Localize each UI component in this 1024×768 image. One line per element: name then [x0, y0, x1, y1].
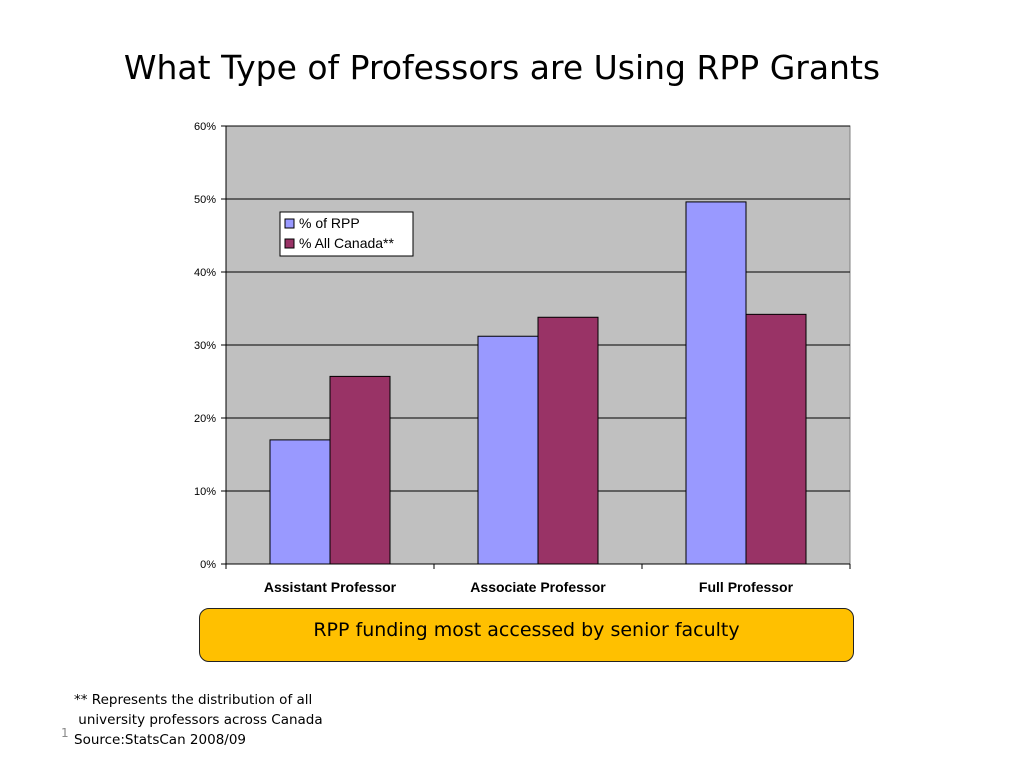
- bar: [329, 375, 391, 565]
- footnote-line: university professors across Canada: [74, 712, 323, 728]
- legend-label: % All Canada**: [299, 235, 395, 251]
- bars: [269, 201, 807, 565]
- x-tick-label: Assistant Professor: [264, 579, 397, 595]
- legend: % of RPP % All Canada**: [279, 211, 414, 257]
- x-axis: Assistant Professor Associate Professor Fu…: [225, 563, 851, 595]
- bar: [537, 316, 599, 565]
- bar: [685, 201, 747, 565]
- legend-box: [279, 211, 414, 257]
- bar: [477, 335, 539, 565]
- callout-box: RPP funding most accessed by senior facu…: [199, 608, 854, 662]
- footnote-line: Source:StatsCan 2008/09: [74, 732, 247, 748]
- y-tick-label: 10%: [194, 486, 216, 498]
- x-tick-label: Full Professor: [699, 579, 794, 595]
- y-tick-label: 50%: [194, 194, 216, 206]
- footnote: ** Represents the distribution of all un…: [74, 690, 323, 750]
- y-axis: 0% 10% 20% 30% 40% 50% 60%: [194, 121, 227, 571]
- y-tick-label: 30%: [194, 340, 216, 352]
- y-tick-label: 60%: [194, 121, 216, 133]
- x-tick-label: Associate Professor: [470, 579, 606, 595]
- bar-chart: 0% 10% 20% 30% 40% 50% 60% Assistant Professor…: [194, 121, 851, 595]
- footnote-line: ** Represents the distribution of all: [74, 692, 313, 708]
- y-tick-label: 0%: [200, 559, 216, 571]
- legend-swatch: [284, 218, 295, 229]
- y-tick-label: 20%: [194, 413, 216, 425]
- legend-swatch: [284, 238, 295, 249]
- legend-label: % of RPP: [299, 215, 360, 231]
- bar: [269, 439, 331, 565]
- slide-number: 1: [61, 726, 69, 740]
- bar: [745, 313, 807, 565]
- callout-text: RPP funding most accessed by senior facu…: [313, 619, 740, 641]
- slide-title: What Type of Professors are Using RPP Gr…: [123, 48, 881, 87]
- y-tick-label: 40%: [194, 267, 216, 279]
